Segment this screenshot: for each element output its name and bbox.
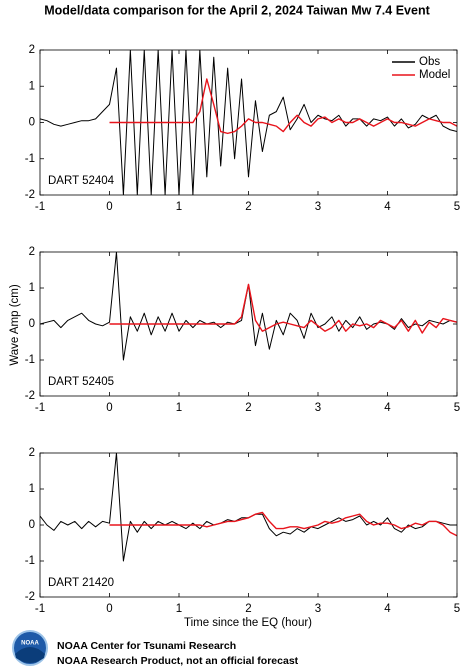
data-line [109,283,457,334]
x-tick-label: 5 [454,603,460,615]
y-tick-label: 1 [29,483,35,495]
logo-text: NOAA [21,641,39,647]
x-tick-label: 1 [176,603,182,615]
y-tick-label: -2 [25,591,35,603]
chart-title: Model/data comparison for the April 2, 2… [44,3,430,17]
station-label: DART 52405 [48,376,114,388]
y-tick-label: 2 [29,246,35,258]
x-tick-label: 1 [176,402,182,414]
y-axis-label: Wave Amp (cm) [9,284,21,366]
y-tick-label: 0 [29,318,35,330]
y-tick-label: 0 [29,117,35,129]
y-tick-label: -2 [25,189,35,201]
logo-wave [15,647,45,663]
x-tick-label: 0 [106,603,112,615]
x-tick-label: 0 [106,201,112,213]
data-line [40,50,457,195]
x-tick-label: -1 [35,603,45,615]
x-tick-label: 1 [176,201,182,213]
station-label: DART 21420 [48,577,114,589]
legend-label: Model [419,69,450,81]
x-tick-label: 0 [106,402,112,414]
noaa-logo: NOAA [12,630,48,666]
station-label: DART 52404 [48,175,115,187]
y-tick-label: -2 [25,390,35,402]
y-tick-label: 1 [29,282,35,294]
y-tick-label: 2 [29,44,35,56]
data-line [109,78,457,135]
y-tick-label: 0 [29,519,35,531]
legend-label: Obs [419,56,440,68]
x-tick-label: 5 [454,402,460,414]
footer-line: NOAA Research Product, not an official f… [57,655,299,667]
y-tick-label: -1 [25,153,35,165]
x-tick-label: 3 [315,402,321,414]
x-tick-label: 2 [245,603,251,615]
y-tick-label: 1 [29,80,35,92]
x-tick-label: 5 [454,201,460,213]
x-tick-label: 4 [384,201,391,213]
data-line [109,511,457,537]
plot-frame [39,452,458,598]
y-tick-label: -1 [25,555,35,567]
plot-area [40,252,457,396]
x-tick-label: 2 [245,201,251,213]
footer-line: NOAA Center for Tsunami Research [57,640,236,652]
y-tick-label: -1 [25,354,35,366]
x-tick-label: -1 [35,201,45,213]
plot-frame [39,49,458,196]
x-tick-label: 4 [384,402,391,414]
x-tick-label: 3 [315,201,321,213]
x-tick-label: 4 [384,603,391,615]
x-tick-label: 3 [315,603,321,615]
plot-frame [39,251,458,397]
y-tick-label: 2 [29,447,35,459]
x-tick-label: -1 [35,402,45,414]
x-tick-label: 2 [245,402,251,414]
x-axis-label: Time since the EQ (hour) [184,617,312,629]
